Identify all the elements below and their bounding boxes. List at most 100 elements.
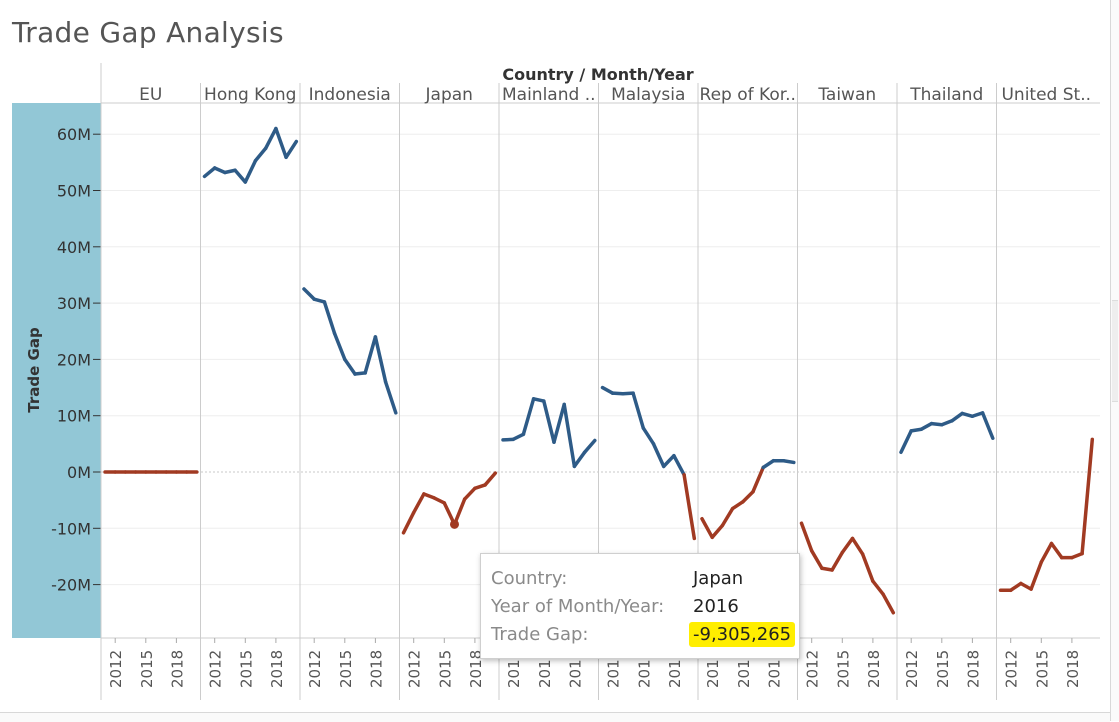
series-segment-2-4[interactable]: [343, 357, 357, 376]
series-segment-9-8[interactable]: [1080, 437, 1095, 556]
highlighted-point[interactable]: [450, 519, 459, 529]
series-segment-6-2[interactable]: [720, 506, 735, 528]
series-segment-6-4[interactable]: [741, 489, 755, 504]
series-segment-6-5[interactable]: [751, 465, 765, 494]
series-segment-6-1[interactable]: [710, 523, 725, 540]
series-segment-7-5[interactable]: [850, 536, 865, 556]
series-segment-4-7[interactable]: [572, 450, 587, 469]
horizontal-scrollbar[interactable]: [0, 712, 1110, 722]
series-segment-3-3[interactable]: [432, 496, 447, 505]
x-tick-label: 2012: [605, 650, 623, 688]
x-tick-label: 2015: [237, 650, 255, 688]
series-segment-3-5[interactable]: [452, 497, 467, 527]
series-segment-9-3[interactable]: [1029, 560, 1044, 591]
series-segment-8-6[interactable]: [960, 411, 975, 419]
series-segment-4-1[interactable]: [511, 432, 526, 442]
x-tick-label: 2018: [367, 650, 385, 688]
series-segment-5-8[interactable]: [682, 473, 697, 541]
series-segment-6-3[interactable]: [730, 500, 745, 511]
series-segment-2-6[interactable]: [363, 335, 378, 375]
series-segment-3-8[interactable]: [483, 471, 498, 487]
tooltip-gap-value: -9,305,265: [689, 622, 796, 647]
series-segment-2-8[interactable]: [383, 380, 398, 415]
series-segment-8-4[interactable]: [940, 419, 954, 427]
series-segment-2-7[interactable]: [373, 335, 388, 384]
series-segment-9-4[interactable]: [1039, 541, 1054, 564]
series-segment-7-1[interactable]: [809, 549, 824, 571]
series-segment-8-5[interactable]: [950, 411, 964, 423]
series-segment-1-3[interactable]: [233, 168, 248, 184]
series-segment-8-2[interactable]: [919, 421, 934, 431]
series-segment-1-8[interactable]: [284, 139, 299, 160]
series-segment-4-5[interactable]: [552, 402, 566, 444]
series-segment-7-8[interactable]: [881, 592, 896, 615]
x-tick-label: 2012: [306, 650, 324, 688]
y-tick-label: 0M: [67, 463, 91, 482]
series-segment-5-0[interactable]: [600, 385, 615, 395]
series-segment-3-1[interactable]: [411, 492, 426, 515]
series-segment-5-6[interactable]: [661, 453, 676, 469]
series-segment-4-6[interactable]: [562, 402, 577, 469]
series-segment-4-2[interactable]: [521, 397, 536, 437]
series-segment-5-5[interactable]: [651, 442, 666, 469]
series-segment-5-7[interactable]: [672, 453, 686, 477]
x-tick-label: 2018: [666, 650, 684, 688]
series-segment-1-5[interactable]: [253, 146, 268, 163]
y-tick-label: 60M: [57, 125, 91, 144]
series-segment-1-6[interactable]: [263, 126, 278, 151]
x-tick-label: 2018: [865, 650, 883, 688]
y-tick-label: 40M: [57, 238, 91, 257]
series-segment-6-8[interactable]: [781, 458, 796, 465]
series-segment-8-7[interactable]: [970, 411, 985, 419]
x-tick-label: 2015: [337, 650, 355, 688]
x-tick-label: 2015: [436, 650, 454, 688]
x-tick-label: 2015: [635, 650, 653, 688]
vertical-scrollbar[interactable]: [1110, 0, 1119, 721]
series-segment-3-0[interactable]: [401, 510, 416, 535]
series-segment-7-3[interactable]: [830, 550, 845, 572]
series-segment-1-7[interactable]: [274, 126, 288, 160]
series-segment-9-1[interactable]: [1008, 581, 1023, 592]
panel-header-0: EU: [139, 85, 162, 105]
series-segment-4-8[interactable]: [582, 438, 597, 455]
series-segment-2-3[interactable]: [332, 331, 347, 362]
x-tick-label: 2015: [934, 650, 952, 688]
series-segment-7-0[interactable]: [799, 521, 814, 553]
series-segment-3-2[interactable]: [422, 492, 436, 500]
x-tick-label: 2015: [735, 650, 753, 688]
series-segment-9-2[interactable]: [1019, 581, 1033, 591]
y-axis-label: Trade Gap: [25, 327, 43, 413]
series-segment-9-7[interactable]: [1070, 551, 1084, 560]
series-segment-2-1[interactable]: [312, 297, 327, 304]
series-segment-3-6[interactable]: [462, 486, 477, 501]
tooltip: Country: Japan Year of Month/Year: 2016 …: [480, 553, 800, 659]
series-segment-4-4[interactable]: [542, 399, 556, 444]
y-tick-label: 20M: [57, 350, 91, 369]
series-segment-5-4[interactable]: [641, 426, 656, 446]
series-segment-8-0[interactable]: [899, 429, 913, 455]
series-segment-2-2[interactable]: [322, 300, 337, 336]
series-segment-1-1[interactable]: [212, 166, 227, 175]
series-segment-9-5[interactable]: [1049, 541, 1064, 560]
series-segment-7-7[interactable]: [871, 579, 885, 596]
panel-header-8: Thailand: [909, 85, 983, 105]
x-tick-label: 2012: [207, 650, 225, 688]
x-tick-label: 2015: [834, 650, 852, 688]
x-tick-label: 2012: [1003, 650, 1021, 688]
series-segment-5-3[interactable]: [631, 391, 646, 430]
series-segment-6-0[interactable]: [700, 516, 714, 540]
x-tick-label: 2015: [138, 650, 156, 688]
x-tick-label: 2018: [168, 650, 186, 688]
series-segment-1-0[interactable]: [202, 166, 217, 179]
series-segment-3-7[interactable]: [473, 483, 487, 491]
vertical-scrollbar-thumb[interactable]: [1112, 300, 1118, 402]
panel-header-6: Rep of Kor..: [700, 85, 796, 105]
series-segment-2-0[interactable]: [302, 287, 316, 301]
series-segment-8-8[interactable]: [980, 411, 995, 440]
series-segment-6-6[interactable]: [761, 458, 776, 470]
series-segment-7-6[interactable]: [860, 552, 875, 583]
series-segment-1-4[interactable]: [243, 158, 258, 184]
series-segment-7-4[interactable]: [840, 536, 855, 555]
x-tick-label: 2018: [964, 650, 982, 688]
x-tick-label: 2012: [107, 650, 125, 688]
